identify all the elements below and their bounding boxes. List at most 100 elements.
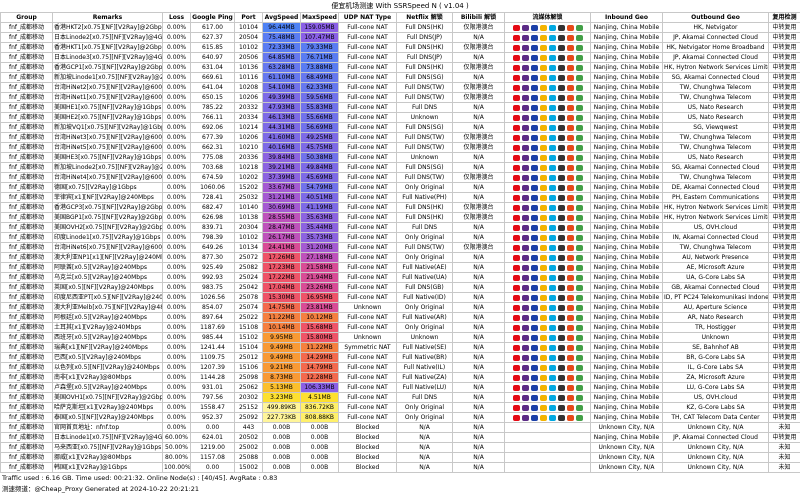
icon	[512, 344, 520, 351]
cell: 新加坡Linode1[x0.75][NF][V2Ray]@2Gbps	[52, 72, 163, 83]
cell: Nanjing, China Mobile	[590, 372, 663, 383]
row: fnf_成都移动 日本Linode3[x0.75][NF][V2Ray]@4Gbp…	[0, 52, 800, 63]
cell: Full DNS	[396, 392, 453, 403]
cell: Unknown City, N/A	[662, 422, 769, 433]
cell: 25088	[234, 452, 263, 463]
cell: 49.25MB	[300, 132, 339, 143]
icon	[521, 154, 529, 161]
cell: 808.88KB	[300, 412, 339, 423]
cell: 0.00%	[162, 172, 191, 183]
cell: 中转复用	[768, 132, 800, 143]
icon	[521, 164, 529, 171]
icon	[512, 324, 520, 331]
icon	[512, 394, 520, 401]
icon	[512, 54, 520, 61]
icon	[521, 314, 529, 321]
icon	[530, 344, 538, 351]
cell: Nanjing, China Mobile	[590, 232, 663, 243]
cell: 0.00	[190, 422, 235, 433]
icon	[512, 134, 520, 141]
cell: Full-cone NAT	[338, 42, 397, 53]
icon	[521, 364, 529, 371]
icon	[566, 194, 574, 201]
cell: fnf_成都移动	[0, 42, 53, 53]
icon	[566, 144, 574, 151]
row: fnf_成都移动 韩国[x1][V2Ray]@1Gbps 100.00% 0.00 15…	[0, 462, 800, 473]
cell: 以色列[x0.5][NF][V2Ray]@240Mbps	[52, 362, 163, 373]
icon	[539, 214, 547, 221]
icon	[521, 104, 529, 111]
streaming-icons	[504, 232, 591, 243]
cell: IN, Akamai Connected Cloud	[662, 232, 769, 243]
icon	[575, 334, 583, 341]
cell: Nanjing, China Mobile	[590, 272, 663, 283]
cell: 39.84MB	[262, 152, 301, 163]
cell: JP, Akamai Connected Cloud	[662, 32, 769, 43]
column-header: Netflix 解锁	[396, 12, 453, 23]
icon	[557, 234, 565, 241]
cell: 615.85	[190, 42, 235, 53]
cell: 1109.75	[190, 352, 235, 363]
icon	[521, 324, 529, 331]
icon	[530, 104, 538, 111]
icon	[521, 294, 529, 301]
cell: 227.73KB	[262, 412, 301, 423]
cell: 英国[x0.5][NF][V2Ray]@240Mbps	[52, 282, 163, 293]
icon	[548, 394, 556, 401]
cell: 106.33MB	[300, 382, 339, 393]
icon	[575, 134, 583, 141]
icon	[530, 324, 538, 331]
row: fnf_成都移动 挪威[x1][V2Ray]@80Mbps 80.00% 1157.0…	[0, 452, 800, 463]
cell: 未知	[768, 452, 800, 463]
row: fnf_成都移动台湾HiNet3[x0.75][NF][V2Ray]@600Mb…	[0, 132, 800, 143]
cell: 20504	[234, 32, 263, 43]
cell: fnf_成都移动	[0, 452, 53, 463]
cell: 0.00%	[162, 232, 191, 243]
icon	[566, 84, 574, 91]
cell: Full DNS(SG)	[396, 72, 453, 83]
column-header: Google Ping	[190, 12, 235, 23]
row: fnf_成都移动 官网首页地址：nfnf.top 0.00% 0.00 443 0.00B…	[0, 422, 800, 433]
cell: 中转复用	[768, 172, 800, 183]
cell: 37.39MB	[262, 172, 301, 183]
cell: 中转复用	[768, 302, 800, 313]
icon	[575, 324, 583, 331]
icon	[530, 414, 538, 421]
cell: Full-cone NAT	[338, 162, 397, 173]
icon	[512, 244, 520, 251]
row: fnf_成都移动 美国OVH1[x0.75][NF][V2Ray]@2Gbps 0.…	[0, 392, 800, 403]
cell: 44.31MB	[262, 122, 301, 133]
icon	[557, 294, 565, 301]
icon	[521, 334, 529, 341]
cell: 25082	[234, 262, 263, 273]
icon	[539, 104, 547, 111]
cell: N/A	[452, 122, 505, 133]
cell: 香港GCP3[x0.75][NF][V2Ray]@2Gbps	[52, 202, 163, 213]
cell: Full-cone NAT	[338, 62, 397, 73]
streaming-icons	[504, 362, 591, 373]
icon	[539, 274, 547, 281]
cell: 72.33MB	[262, 42, 301, 53]
streaming-icons	[504, 262, 591, 273]
cell: N/A	[452, 392, 505, 403]
cell: 台湾HiNet4[x0.75][NF][V2Ray]@600Mbps	[52, 172, 163, 183]
icon	[512, 214, 520, 221]
cell: 0.00%	[162, 212, 191, 223]
cell: fnf_成都移动	[0, 292, 53, 303]
icon	[539, 124, 547, 131]
icon	[566, 254, 574, 261]
icon	[512, 234, 520, 241]
cell: 28.47MB	[262, 222, 301, 233]
icon	[557, 54, 565, 61]
cell: Full DNS(HK)	[396, 212, 453, 223]
cell: N/A	[452, 72, 505, 83]
column-header: 复用检测	[768, 12, 800, 23]
cell: 33.67MB	[262, 182, 301, 193]
icon	[530, 314, 538, 321]
cell: 0.00%	[162, 272, 191, 283]
cell: 14.29MB	[300, 352, 339, 363]
icon	[575, 304, 583, 311]
icon	[548, 344, 556, 351]
cell: fnf_成都移动	[0, 432, 53, 443]
icon	[539, 354, 547, 361]
